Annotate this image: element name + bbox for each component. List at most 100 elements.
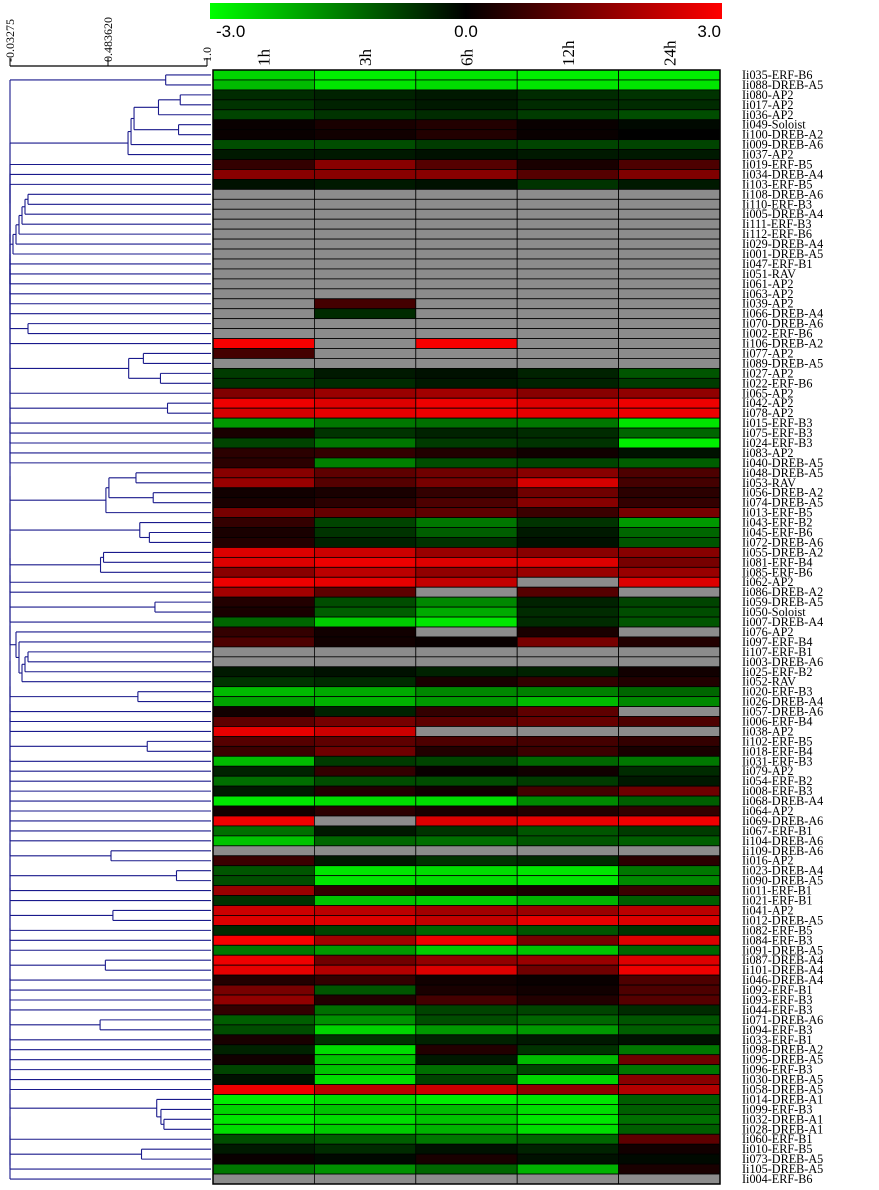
heatmap-cell [313, 367, 417, 379]
row-label: Ii002-ERF-B6 [742, 327, 812, 341]
heatmap-cell [212, 1034, 315, 1046]
row-label: Ii054-ERF-B2 [742, 774, 812, 788]
heatmap-cell [212, 1024, 315, 1036]
heatmap-cell [516, 318, 620, 330]
heatmap-cell [618, 198, 721, 210]
row-label: Ii051-RAV [742, 267, 796, 281]
row-label: Ii014-DREB-A1 [742, 1092, 823, 1106]
heatmap-cell [313, 736, 417, 747]
heatmap-cell [618, 944, 721, 956]
heatmap-cell [313, 825, 417, 837]
heatmap-cell [313, 119, 417, 131]
heatmap-cell [212, 109, 315, 121]
heatmap-cell [212, 656, 315, 668]
heatmap-cell [212, 576, 315, 588]
heatmap-cell [618, 159, 721, 170]
heatmap-cell [618, 1123, 721, 1135]
heatmap-cell [313, 1014, 417, 1026]
heatmap-cell [212, 159, 315, 170]
heatmap-cell [212, 537, 315, 548]
heatmap-cell [415, 676, 518, 688]
heatmap-cell [618, 487, 721, 499]
heatmap-cell [313, 915, 417, 926]
heatmap-cell [516, 1173, 620, 1185]
heatmap-cell [313, 1143, 417, 1155]
heatmap-cell [516, 835, 620, 847]
row-label: Ii019-ERF-B5 [742, 157, 812, 171]
row-label: Ii013-ERF-B5 [742, 506, 812, 520]
heatmap-cell [415, 586, 518, 598]
heatmap-cell [212, 517, 315, 528]
heatmap-cell [618, 129, 721, 141]
heatmap-cell [313, 407, 417, 419]
heatmap-cell [313, 139, 417, 150]
heatmap-cell [415, 745, 518, 757]
heatmap-cell [313, 1054, 417, 1066]
heatmap-cell [313, 457, 417, 469]
heatmap-cell [516, 596, 620, 608]
heatmap-cell [618, 318, 721, 330]
heatmap-cell [618, 457, 721, 469]
row-label: Ii025-ERF-B2 [742, 665, 812, 679]
scale-label-min: -3.0 [216, 22, 245, 41]
row-label: Ii061-AP2 [742, 277, 793, 291]
heatmap-cell [313, 755, 417, 767]
heatmap-cell [415, 89, 518, 101]
row-dendrogram [9, 74, 211, 1180]
heatmap-cell [516, 726, 620, 737]
heatmap-cell [212, 646, 315, 658]
heatmap-cell [516, 676, 620, 688]
heatmap-cell [618, 775, 721, 787]
heatmap-cell [313, 1024, 417, 1036]
heatmap-cell [313, 845, 417, 857]
heatmap-cell [516, 1064, 620, 1075]
heatmap-cell [313, 795, 417, 807]
heatmap-cell [212, 467, 315, 479]
heatmap-cell [618, 905, 721, 916]
heatmap-cell [212, 606, 315, 618]
heatmap-cell [212, 208, 315, 220]
row-label: Ii018-ERF-B4 [742, 744, 812, 758]
heatmap-cell [212, 149, 315, 160]
heatmap-cell [415, 795, 518, 807]
heatmap-cell [415, 129, 518, 141]
heatmap-cell [415, 755, 518, 767]
heatmap-cell [415, 487, 518, 499]
heatmap-cell [618, 606, 721, 618]
heatmap-cell [313, 487, 417, 499]
heatmap-cell [415, 1143, 518, 1155]
heatmap-cell [516, 198, 620, 210]
heatmap-cell [618, 258, 721, 270]
heatmap-cell [415, 268, 518, 280]
heatmap-cell [212, 1104, 315, 1115]
heatmap-cell [313, 765, 417, 777]
heatmap-cell [313, 338, 417, 349]
heatmap-cell [212, 666, 315, 678]
row-label: Ii055-DREB-A2 [742, 545, 823, 559]
heatmap-cell [415, 1163, 518, 1175]
heatmap-cell [415, 974, 518, 986]
heatmap-cell [415, 139, 518, 150]
row-label: Ii035-ERF-B6 [742, 68, 812, 82]
dendrogram-tick-label: 1.0 [200, 47, 214, 62]
heatmap-cell [516, 805, 620, 817]
heatmap-cell [212, 845, 315, 857]
heatmap-cell [212, 218, 315, 230]
heatmap-cell [212, 636, 315, 648]
heatmap-cell [212, 507, 315, 518]
heatmap-cell [212, 1153, 315, 1165]
heatmap-cell [212, 1004, 315, 1016]
heatmap-cell [516, 179, 620, 190]
row-label: Ii084-ERF-B3 [742, 933, 812, 947]
heatmap-cell [212, 1014, 315, 1026]
heatmap-cell [516, 288, 620, 300]
heatmap-cell [415, 1104, 518, 1115]
heatmap-cell [212, 696, 315, 707]
heatmap-cell [415, 159, 518, 170]
heatmap-cell [415, 964, 518, 976]
row-label: Ii101-DREB-A4 [742, 963, 823, 977]
row-label: Ii011-ERF-B1 [742, 884, 812, 898]
row-label: Ii024-ERF-B3 [742, 436, 812, 450]
heatmap-cell [313, 706, 417, 717]
heatmap-cell [516, 407, 620, 419]
